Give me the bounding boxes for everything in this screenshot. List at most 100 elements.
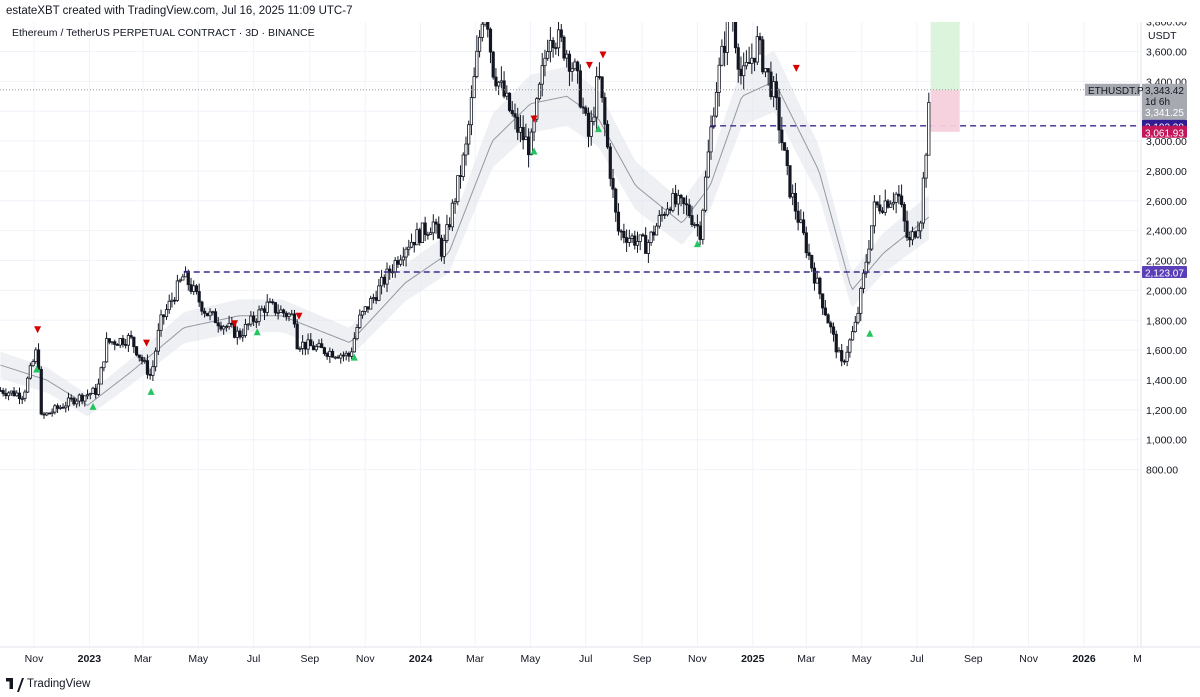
candle-body [366,306,370,310]
candle [899,184,904,208]
candle [818,276,822,300]
candle-body [145,360,150,375]
candle-body [845,351,849,362]
candle-body [649,231,653,243]
time-axis: Nov 2023 Mar May Jul Sep Nov 2024 Mar May Jul Sep No… [0,646,1200,672]
candle [799,209,803,224]
symbol-tag: ETHUSDT.P [1088,86,1144,97]
candle-body [224,326,228,328]
candle-body [872,201,876,227]
candle [853,316,857,333]
candle [483,0,487,27]
candle-body [899,195,904,205]
candle-body [164,309,169,318]
candle-body [883,200,887,213]
candle-body [94,387,98,395]
candle-body [4,393,8,397]
candle [674,184,678,208]
candle [505,85,509,100]
y-tick-label: 2,400.00 [1146,226,1187,238]
candle-body [780,129,784,144]
price-chart[interactable]: USDT 800.00 1,000.00 1,200.00 1,400.00 1,600.… [0,0,1200,672]
candle [567,50,572,87]
candle-body [529,131,533,156]
candle-body [360,311,365,316]
candle [682,197,686,214]
candle-body [469,97,474,126]
x-tick-label: 2025 [741,653,765,665]
chart-area[interactable]: USDT 800.00 1,000.00 1,200.00 1,400.00 1,600.… [0,0,1200,672]
candle-body [684,203,689,206]
candle-body [396,260,400,265]
candle-body [535,98,539,120]
candle [791,184,795,206]
candle-body [698,225,702,240]
candle-body [791,192,795,198]
candle [742,52,746,90]
candle-body [861,272,866,289]
candle [126,332,130,352]
candle-body [627,238,631,243]
candle [461,152,465,181]
candle-body [725,17,729,53]
candle [352,332,356,353]
candle-body [80,394,84,402]
candle-body [657,215,661,227]
candle-body [382,276,386,285]
candle-body [371,297,376,299]
candle-body [129,335,133,338]
candle [390,264,395,278]
candle-body [390,271,395,274]
candle-body [409,241,414,248]
candle-body [151,366,155,376]
candle [494,68,498,91]
candle-body [625,237,629,243]
candle [42,411,46,419]
candle [347,351,351,362]
candle [654,223,659,236]
candle-body [260,308,264,311]
candle-body [758,36,762,41]
candle [486,0,490,38]
candle [889,200,893,208]
candle-body [502,80,506,97]
candle-body [17,392,22,399]
candle [181,273,185,281]
candle-body [374,297,378,301]
candle [897,185,901,205]
candle [516,107,520,141]
candle-body [660,213,664,216]
candle-body [635,241,640,246]
candle-body [273,302,278,314]
candle-body [461,154,465,177]
candle-body [505,92,509,97]
candle [303,341,307,356]
candle [589,110,593,146]
candle [584,105,588,116]
candle [186,269,190,291]
candle [388,265,392,280]
y-tick-label: 2,000.00 [1146,285,1187,297]
candle [162,314,166,325]
candle [189,277,193,295]
buy-signal-marker [866,329,874,337]
candle-body [644,235,648,254]
candle-body [115,344,120,346]
candle [464,136,468,166]
candle-body [265,301,269,313]
candle-body [213,311,218,324]
currency-label: USDT [1148,30,1177,42]
candle [630,233,634,244]
y-tick-label: 1,600.00 [1146,345,1187,357]
candle [627,229,631,247]
candle-body [140,356,144,362]
candle-body [897,193,901,197]
candle [502,71,506,99]
candle [26,376,30,394]
candle-body [126,335,130,346]
candle-body [554,47,558,49]
candle [213,308,218,324]
candle [581,97,585,115]
candle-body [663,213,667,216]
candle-body [303,341,307,350]
